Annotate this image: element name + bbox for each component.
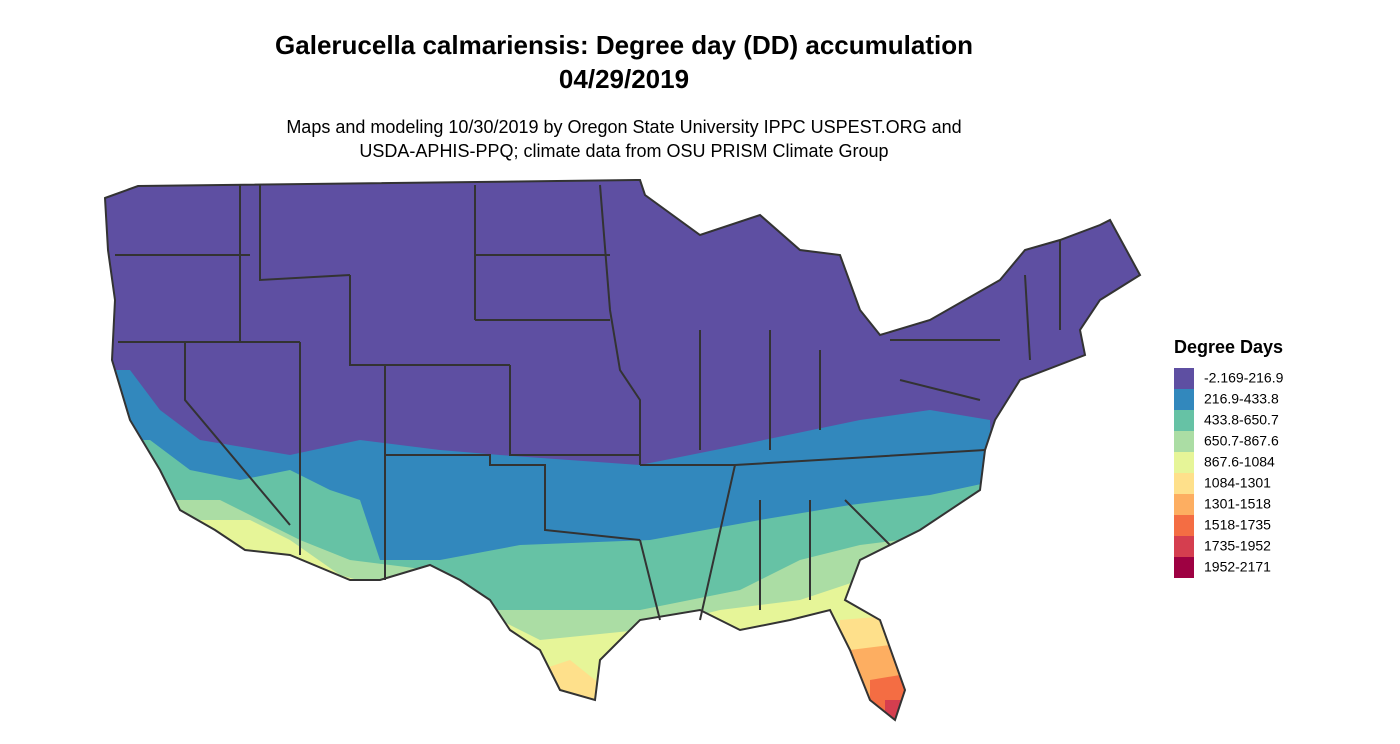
legend-swatch bbox=[1174, 557, 1194, 578]
state-borders bbox=[103, 178, 1142, 722]
legend-swatch bbox=[1174, 452, 1194, 473]
legend-label: 433.8-650.7 bbox=[1204, 412, 1279, 428]
legend-swatch bbox=[1174, 473, 1194, 494]
legend-swatch bbox=[1174, 536, 1194, 557]
legend-label: 867.6-1084 bbox=[1204, 454, 1275, 470]
legend-label: -2.169-216.9 bbox=[1204, 370, 1284, 386]
title: 04/29/2019 bbox=[559, 64, 689, 94]
outline bbox=[103, 178, 1142, 722]
legend-swatch bbox=[1174, 389, 1194, 410]
subtitle: USDA-APHIS-PPQ; climate data from OSU PR… bbox=[359, 141, 888, 161]
legend-swatch bbox=[1174, 515, 1194, 536]
legend-swatch bbox=[1174, 368, 1194, 389]
title: Galerucella calmariensis: Degree day (DD… bbox=[275, 30, 973, 60]
legend-label: 650.7-867.6 bbox=[1204, 433, 1279, 449]
legend-label: 1084-1301 bbox=[1204, 475, 1271, 491]
legend-label: 1952-2171 bbox=[1204, 559, 1271, 575]
text-layer: Galerucella calmariensis: Degree day (DD… bbox=[275, 30, 1283, 357]
legend-swatch bbox=[1174, 431, 1194, 452]
zone bbox=[885, 700, 1000, 720]
legend-label: 1301-1518 bbox=[1204, 496, 1271, 512]
legend-swatch bbox=[1174, 410, 1194, 431]
legend-label: 1735-1952 bbox=[1204, 538, 1271, 554]
legend-title: Degree Days bbox=[1174, 337, 1283, 357]
legend-label: 1518-1735 bbox=[1204, 517, 1271, 533]
legend-label: 216.9-433.8 bbox=[1204, 391, 1279, 407]
legend-swatch bbox=[1174, 494, 1194, 515]
subtitle: Maps and modeling 10/30/2019 by Oregon S… bbox=[286, 117, 961, 137]
